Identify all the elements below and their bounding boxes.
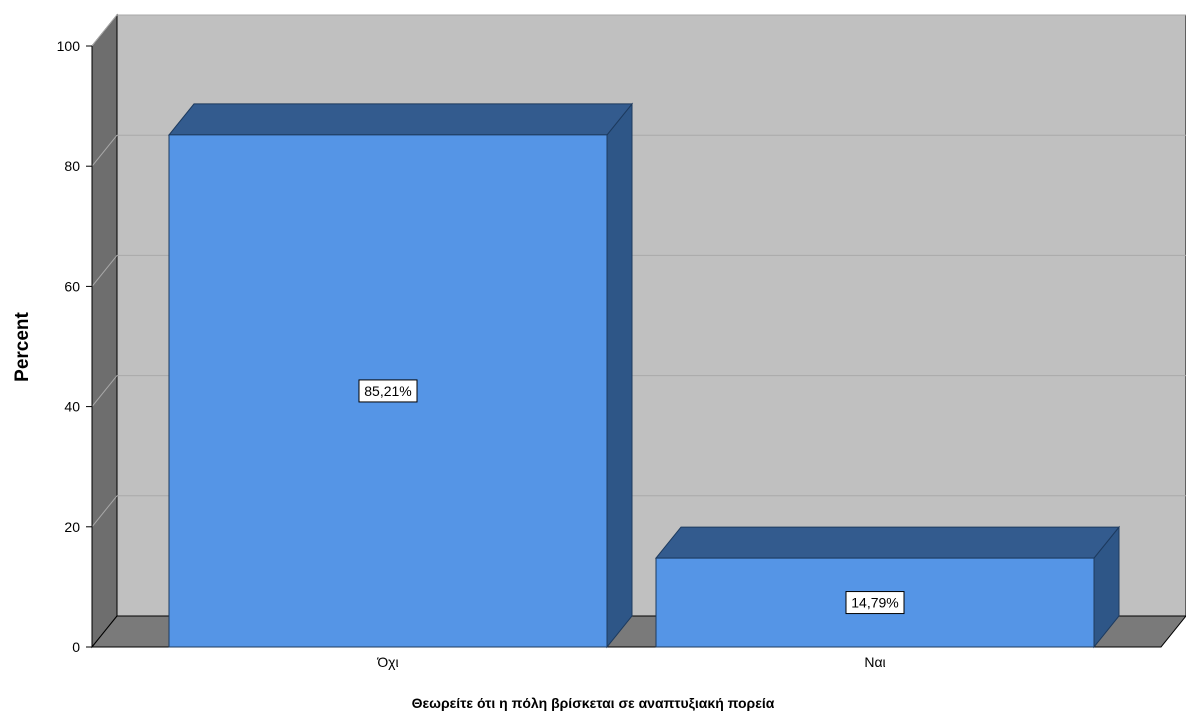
y-tick-label-2: 40: [64, 399, 80, 415]
data-label-0: 85,21%: [364, 383, 411, 399]
bar-0: 85,21% Όχι: [167, 102, 634, 670]
data-label-box-0: [358, 379, 418, 403]
x-tick-label-0: Όχι: [376, 654, 398, 670]
gridline-wall-2: [91, 375, 118, 407]
gridline-wall-3: [91, 255, 118, 287]
y-tick-label-1: 20: [64, 519, 80, 535]
bars: 85,21% Όχι 14,79% Ναι: [167, 102, 1121, 670]
y-tick-label-5: 100: [57, 38, 81, 54]
gridline-wall-1: [91, 495, 118, 528]
y-axis-title: Percent: [12, 311, 33, 381]
y-tick-label-3: 60: [64, 278, 80, 294]
x-axis-title: Θεωρείτε ότι η πόλη βρίσκεται σε αναπτυξ…: [412, 695, 775, 711]
x-tick-label-1: Ναι: [864, 654, 885, 670]
gridline-wall-5: [91, 14, 118, 47]
y-axis-ticks: 0 20 40 60 80 100: [57, 38, 92, 655]
bar-1: 14,79% Ναι: [654, 525, 1121, 670]
gridline-wall-4: [91, 134, 118, 167]
y-tick-label-0: 0: [72, 639, 80, 655]
left-wall: [91, 13, 118, 649]
bar-top-0: [167, 103, 634, 136]
data-label-1: 14,79%: [851, 595, 898, 611]
bar-top-1: [654, 526, 1121, 559]
y-tick-label-4: 80: [64, 158, 80, 174]
bar-side-0: [606, 102, 633, 649]
data-label-box-1: [845, 591, 905, 615]
